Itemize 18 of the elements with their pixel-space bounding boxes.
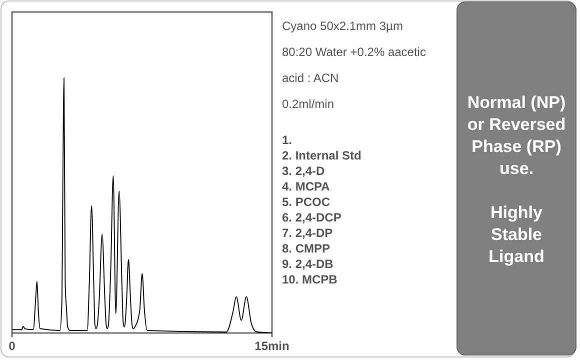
text: 4. MCPA	[282, 180, 330, 194]
text: 5. PCOC	[282, 195, 330, 209]
text: Normal (NP) or Reversed Phase (RP) use.	[467, 93, 566, 178]
text: 1.	[282, 133, 292, 147]
text: 0.2ml/min	[282, 97, 334, 111]
text: 6. 2,4-DCP	[282, 210, 342, 224]
text: 3. 2,4-D	[282, 164, 326, 178]
text: Highly Stable Ligand	[488, 203, 544, 266]
text: 7. 2,4-DP	[282, 226, 333, 240]
text: 10. MCPB	[282, 272, 338, 286]
text: Cyano 50x2.1mm 3µm	[282, 19, 403, 33]
text: 9. 2,4-DB	[282, 257, 334, 271]
x-tick-label: 15min	[254, 339, 290, 353]
x-tick-label: 0	[8, 339, 16, 353]
text: 2. Internal Std	[282, 148, 362, 162]
text: 8. CMPP	[282, 242, 330, 256]
text: acid : ACN	[282, 71, 339, 85]
text: 80:20 Water +0.2% aacetic	[282, 45, 426, 59]
